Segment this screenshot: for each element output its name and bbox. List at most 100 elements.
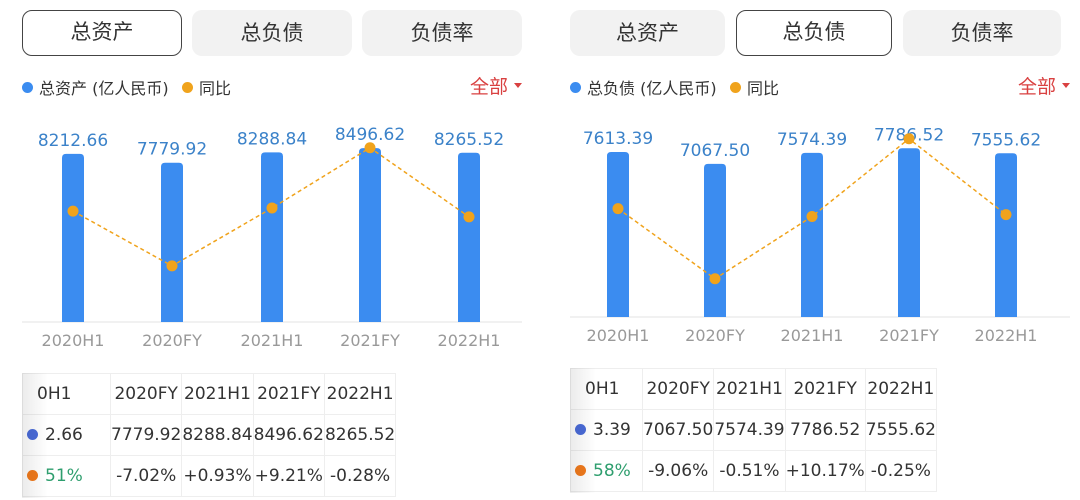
table-cell: 7779.92 <box>109 414 183 456</box>
yoy-point-2021H1 <box>266 202 278 214</box>
bar-2022H1 <box>995 153 1017 317</box>
legend-item-yoy: 同比 <box>730 74 779 100</box>
table-cell: 8496.62 <box>252 414 325 456</box>
bar-value-label: 7067.50 <box>680 141 750 161</box>
table-cell: -0.51% <box>713 450 786 492</box>
table-cell: 7786.52 <box>784 409 866 451</box>
series-dot-icon <box>575 424 586 435</box>
table-cell: +9.21% <box>252 455 325 497</box>
legend-dot-icon <box>22 81 33 93</box>
bar-2020H1 <box>62 153 84 322</box>
table-header-cell: 2021H1 <box>181 373 254 415</box>
legend-dot-icon <box>730 81 741 93</box>
yoy-point-2022H1 <box>1000 209 1012 221</box>
total-assets-panel: 总资产 总负债 负债率 总资产 (亿人民币) 同比 全部 8212.66 2020… <box>0 0 530 500</box>
table-cell: +10.17% <box>784 450 866 492</box>
table-header-cell: 0H1 <box>22 373 111 415</box>
legend-item-yoy: 同比 <box>182 74 231 100</box>
x-tick-label: 2020FY <box>142 331 202 350</box>
table-cell: 7067.50 <box>641 409 715 451</box>
table-row-values: 2.66 7779.92 8288.84 8496.62 8265.52 <box>22 414 397 456</box>
table-header-cell: 2020FY <box>641 368 715 410</box>
table-cell: 7555.62 <box>864 409 938 451</box>
x-tick-label: 2020FY <box>685 326 745 345</box>
legend-item-series: 总负债 (亿人民币) <box>570 74 717 100</box>
bar-2020FY <box>704 163 726 317</box>
filter-label: 全部 <box>469 76 508 98</box>
legend-item-series: 总资产 (亿人民币) <box>22 74 169 100</box>
total-assets-table: 0H1 2020FY 2021H1 2021FY 2022H1 2.66 777… <box>22 373 397 497</box>
bar-value-label: 8265.52 <box>434 130 504 150</box>
table-header-cell: 2020FY <box>109 373 183 415</box>
bar-value-label: 7574.39 <box>777 130 847 150</box>
tab-total-liabilities[interactable]: 总负债 <box>736 10 892 56</box>
tab-total-assets[interactable]: 总资产 <box>22 10 182 56</box>
period-filter-dropdown[interactable]: 全部 <box>470 72 522 99</box>
table-cell: 8265.52 <box>323 414 397 456</box>
chart-legend: 总负债 (亿人民币) 同比 全部 <box>570 74 1070 100</box>
table-cell: -0.25% <box>864 450 938 492</box>
metric-tabs: 总资产 总负债 负债率 <box>570 10 1070 56</box>
table-cell: 8288.84 <box>181 414 254 456</box>
bar-2020H1 <box>607 152 629 317</box>
table-cell: 3.39 <box>570 409 643 451</box>
filter-label: 全部 <box>1017 76 1056 98</box>
yoy-point-2020FY <box>709 273 721 285</box>
yoy-point-2020H1 <box>612 203 624 215</box>
yoy-point-2020H1 <box>67 205 79 217</box>
caret-down-icon <box>1062 83 1070 88</box>
yoy-dot-icon <box>575 465 586 476</box>
legend-series-label: 总负债 (亿人民币) <box>587 79 717 98</box>
tab-debt-ratio[interactable]: 负债率 <box>903 10 1061 56</box>
bar-value-label: 7613.39 <box>583 129 653 149</box>
bar-value-label: 8496.62 <box>335 125 405 145</box>
legend-yoy-label: 同比 <box>747 79 780 98</box>
legend-dot-icon <box>182 81 193 93</box>
yoy-point-2020FY <box>166 260 178 272</box>
yoy-point-2021FY <box>903 133 915 145</box>
table-cell: 2.66 <box>22 414 111 456</box>
x-tick-label: 2020H1 <box>42 331 105 350</box>
legend-series-label: 总资产 (亿人民币) <box>39 79 169 98</box>
table-header-cell: 2021FY <box>784 368 866 410</box>
x-tick-label: 2021FY <box>340 331 400 350</box>
table-cell: -9.06% <box>641 450 715 492</box>
period-filter-dropdown[interactable]: 全部 <box>1018 72 1070 99</box>
table-header-cell: 2021FY <box>252 373 325 415</box>
bar-2021H1 <box>801 152 823 317</box>
table-row-values: 3.39 7067.50 7574.39 7786.52 7555.62 <box>570 409 938 451</box>
table-header-cell: 2022H1 <box>864 368 938 410</box>
chart-legend: 总资产 (亿人民币) 同比 全部 <box>22 74 522 100</box>
yoy-dot-icon <box>27 470 38 481</box>
table-cell: -7.02% <box>109 455 183 497</box>
x-tick-label: 2020H1 <box>587 326 650 345</box>
bar-2021FY <box>359 148 381 322</box>
tab-total-liabilities[interactable]: 总负债 <box>192 10 352 56</box>
x-tick-label: 2022H1 <box>975 326 1038 345</box>
table-cell: 51% <box>22 455 111 497</box>
table-row-yoy: 58% -9.06% -0.51% +10.17% -0.25% <box>570 450 938 492</box>
total-liabilities-panel: 总资产 总负债 负债率 总负债 (亿人民币) 同比 全部 7613.39 2020… <box>548 0 1078 500</box>
series-dot-icon <box>27 429 38 440</box>
table-header-cell: 0H1 <box>570 368 643 410</box>
table-cell: 58% <box>570 450 643 492</box>
x-tick-label: 2021H1 <box>781 326 844 345</box>
tab-total-assets[interactable]: 总资产 <box>570 10 725 56</box>
legend-dot-icon <box>570 81 581 93</box>
bar-value-label: 8288.84 <box>237 129 307 149</box>
table-header-row: 0H1 2020FY 2021H1 2021FY 2022H1 <box>570 368 938 410</box>
bar-2021H1 <box>261 152 283 322</box>
total-liabilities-chart: 7613.39 2020H1 7067.50 2020FY 7574.39 2021H1 7… <box>570 125 1070 345</box>
metric-tabs: 总资产 总负债 负债率 <box>22 10 522 56</box>
bar-2022H1 <box>458 152 480 322</box>
tab-debt-ratio[interactable]: 负债率 <box>362 10 522 56</box>
table-header-row: 0H1 2020FY 2021H1 2021FY 2022H1 <box>22 373 397 415</box>
total-liabilities-table: 0H1 2020FY 2021H1 2021FY 2022H1 3.39 706… <box>570 368 938 492</box>
x-tick-label: 2021H1 <box>241 331 304 350</box>
yoy-point-2021H1 <box>806 211 818 223</box>
table-header-cell: 2022H1 <box>323 373 397 415</box>
table-cell: -0.28% <box>323 455 397 497</box>
bar-2020FY <box>161 162 183 322</box>
x-tick-label: 2022H1 <box>438 331 501 350</box>
total-assets-chart: 8212.66 2020H1 7779.92 2020FY 8288.84 2021H1 8… <box>22 125 522 350</box>
